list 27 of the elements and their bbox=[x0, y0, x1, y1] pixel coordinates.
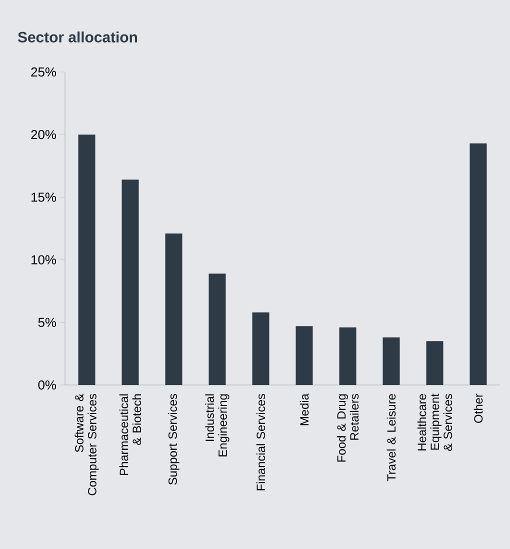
x-tick-label: Other bbox=[474, 394, 483, 423]
y-tick-label: 5% bbox=[38, 318, 56, 327]
x-tick-label: Pharmaceutical & Biotech bbox=[119, 394, 142, 475]
y-tick-label: 15% bbox=[32, 192, 56, 202]
bar bbox=[296, 326, 313, 385]
bar bbox=[165, 234, 182, 385]
x-tick-label: Software & Computer Services bbox=[74, 394, 99, 496]
bar bbox=[78, 134, 96, 385]
y-tick-label: 25% bbox=[31, 67, 56, 77]
x-tick-label: Financial Services bbox=[256, 394, 266, 490]
y-tick-label: 10% bbox=[32, 255, 56, 264]
x-tick-label: Media bbox=[300, 394, 309, 426]
bar bbox=[208, 274, 226, 385]
bar bbox=[122, 180, 139, 385]
x-tick-label: Healthcare Equipment & Services bbox=[417, 394, 452, 451]
bar bbox=[339, 327, 356, 385]
x-tick-label: Food & Drug Retailers bbox=[336, 394, 359, 462]
bar bbox=[426, 341, 444, 385]
bar bbox=[470, 143, 487, 385]
bar bbox=[382, 337, 400, 385]
bar bbox=[252, 312, 270, 385]
chart-title: Sector allocation bbox=[18, 32, 137, 42]
x-tick-label: Travel & Leisure bbox=[386, 394, 396, 482]
y-tick-label: 0% bbox=[38, 380, 56, 390]
x-tick-label: Support Services bbox=[168, 394, 180, 485]
y-tick-label: 20% bbox=[31, 130, 56, 140]
x-tick-label: Industrial Engineering bbox=[205, 394, 230, 456]
